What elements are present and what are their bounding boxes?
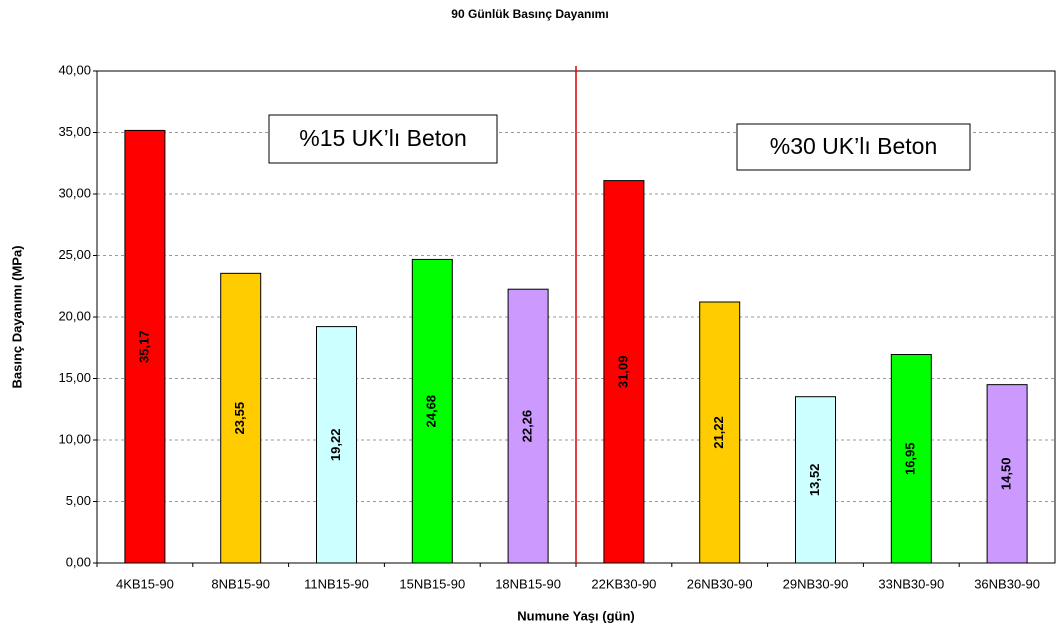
x-tick-label: 15NB15-90: [399, 576, 465, 591]
y-axis-label: Basınç Dayanımı (MPa): [9, 245, 24, 388]
value-label: 23,55: [232, 402, 247, 435]
value-label: 31,09: [615, 356, 630, 389]
x-tick-label: 11NB15-90: [304, 576, 369, 591]
value-label: 21,22: [711, 416, 726, 449]
value-label: 24,68: [424, 395, 439, 428]
annotation: %30 UK’lı Beton: [770, 133, 937, 159]
bar: [795, 396, 836, 564]
annotation-box: [736, 123, 971, 171]
value-label: 35,17: [136, 330, 151, 363]
chart-title: 90 Günlük Basınç Dayanımı: [451, 7, 608, 21]
x-tick-label: 8NB15-90: [211, 576, 270, 591]
value-label: 14,50: [999, 458, 1014, 491]
bar: [986, 384, 1028, 564]
y-tick-label: 30,00: [58, 185, 91, 200]
x-tick-label: 22KB30-90: [591, 576, 656, 591]
x-tick-label: 18NB15-90: [495, 576, 561, 591]
x-tick-label: 26NB30-90: [687, 576, 753, 591]
y-tick-label: 15,00: [58, 370, 91, 385]
x-tick-label: 29NB30-90: [783, 576, 849, 591]
y-tick-label: 20,00: [58, 308, 91, 323]
bar: [603, 180, 645, 564]
bar: [316, 326, 357, 564]
value-label: 22,26: [520, 410, 535, 443]
value-label: 19,22: [328, 429, 343, 462]
x-tick-label: 33NB30-90: [878, 576, 944, 591]
y-tick-label: 0,00: [66, 554, 91, 569]
x-tick-label: 36NB30-90: [974, 576, 1040, 591]
x-axis-label: Numune Yaşı (gün): [517, 608, 635, 623]
bar: [507, 288, 549, 564]
value-label: 16,95: [903, 442, 918, 475]
y-tick-label: 5,00: [66, 493, 91, 508]
bar: [411, 258, 453, 564]
y-tick-label: 40,00: [58, 62, 91, 77]
bar: [220, 272, 262, 564]
annotation-box: [268, 114, 498, 164]
y-tick-label: 35,00: [58, 124, 91, 139]
bar: [124, 129, 166, 564]
value-label: 13,52: [807, 464, 822, 497]
annotation: %15 UK’lı Beton: [299, 125, 466, 151]
y-tick-label: 10,00: [58, 431, 91, 446]
x-tick-label: 4KB15-90: [116, 576, 174, 591]
bar: [890, 354, 932, 564]
bar: [699, 301, 741, 564]
y-tick-label: 25,00: [58, 247, 91, 262]
